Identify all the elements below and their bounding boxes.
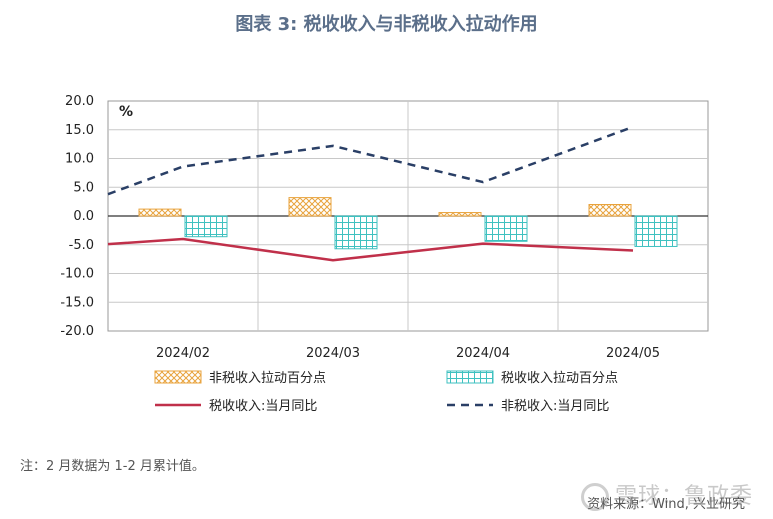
bar bbox=[184, 215, 228, 238]
watermark-text: 雪球：鲁政委 bbox=[614, 484, 753, 509]
y-tick-label: 0.0 bbox=[73, 209, 94, 224]
y-tick-label: -20.0 bbox=[60, 324, 94, 339]
bar bbox=[634, 215, 678, 247]
y-tick-label: -15.0 bbox=[60, 295, 94, 310]
legend-label: 税收收入:当月同比 bbox=[209, 399, 317, 414]
legend-swatch bbox=[154, 370, 202, 384]
y-tick-label: 5.0 bbox=[73, 180, 94, 195]
y-tick-label: 15.0 bbox=[65, 123, 94, 138]
y-tick-label: 20.0 bbox=[65, 94, 94, 109]
y-tick-label: -10.0 bbox=[60, 267, 94, 282]
legend-label: 非税收入拉动百分点 bbox=[209, 371, 326, 386]
bar bbox=[334, 215, 378, 250]
chart-title: 图表 3: 税收收入与非税收入拉动作用 bbox=[235, 14, 538, 35]
series-line bbox=[107, 237, 634, 262]
x-tick-label: 2024/04 bbox=[456, 346, 510, 361]
bar bbox=[138, 208, 182, 217]
bar bbox=[588, 204, 632, 217]
footnote: 注：2 月数据为 1-2 月累计值。 bbox=[20, 459, 205, 474]
legend-swatch bbox=[446, 370, 494, 384]
y-tick-label: -5.0 bbox=[69, 238, 94, 253]
x-tick-label: 2024/03 bbox=[306, 346, 360, 361]
watermark: 雪球：鲁政委 bbox=[580, 478, 753, 511]
x-tick-label: 2024/02 bbox=[156, 346, 210, 361]
snowball-logo-icon bbox=[580, 483, 609, 511]
bar bbox=[438, 212, 482, 217]
y-tick-label: 10.0 bbox=[65, 152, 94, 167]
series-line bbox=[107, 125, 634, 196]
source-note: 资料来源：Wind, 兴业研究 bbox=[587, 497, 745, 512]
bar bbox=[288, 197, 332, 217]
x-tick-label: 2024/05 bbox=[606, 346, 660, 361]
bar bbox=[484, 215, 528, 242]
unit-label: % bbox=[119, 104, 133, 120]
legend-label: 非税收入:当月同比 bbox=[501, 399, 609, 414]
legend-label: 税收收入拉动百分点 bbox=[501, 371, 618, 386]
